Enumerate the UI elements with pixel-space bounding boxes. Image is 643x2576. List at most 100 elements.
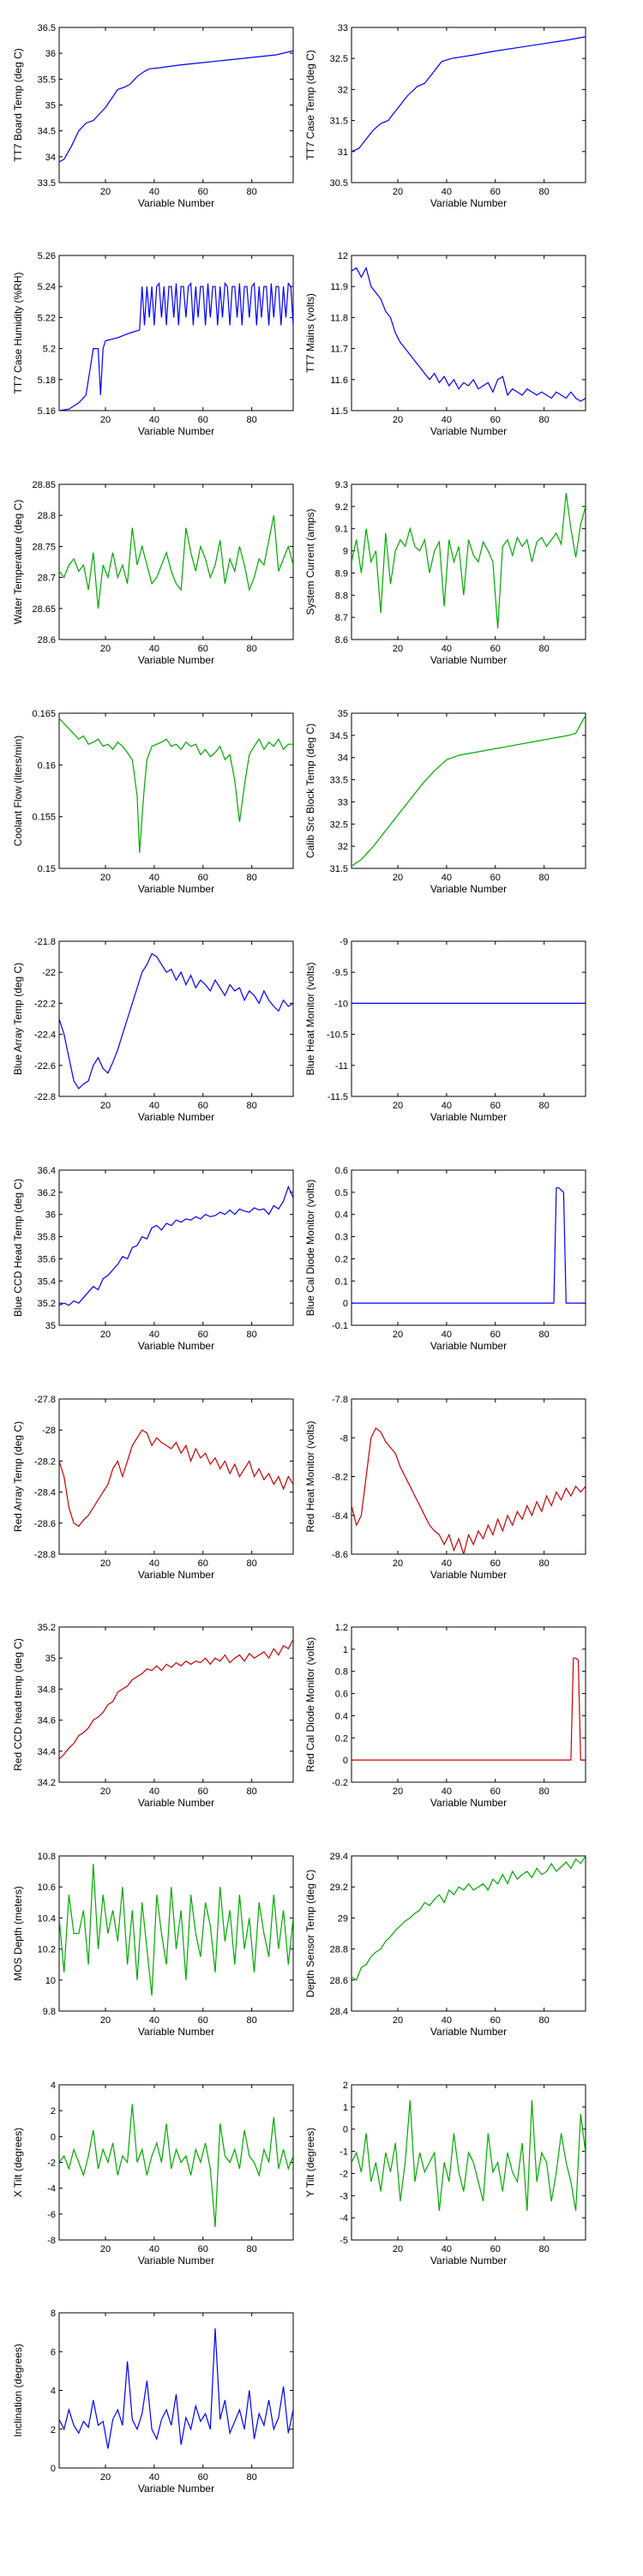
x-axis-label: Variable Number bbox=[138, 2483, 214, 2495]
chart-tt7-board-temp: 36.5 36 35.5 35 34.5 34 33.5 20 40 60 80 Variable N… bbox=[12, 23, 294, 209]
x-tick-label: 40 bbox=[442, 644, 452, 654]
x-axis-label: Variable Number bbox=[430, 2026, 507, 2038]
x-tick-label: 40 bbox=[442, 1558, 452, 1569]
y-tick-label: 28.4 bbox=[330, 2007, 348, 2017]
y-tick-label: 2 bbox=[51, 2425, 56, 2435]
y-tick-label: -5 bbox=[340, 2236, 348, 2246]
x-tick-label: 60 bbox=[490, 1786, 501, 1797]
y-tick-label: 28.8 bbox=[330, 1945, 348, 1955]
series-line bbox=[59, 952, 293, 1090]
x-tick-label: 60 bbox=[490, 873, 501, 883]
y-tick-label: 0 bbox=[343, 1299, 348, 1309]
y-axis-label: Red CCD head temp (deg C) bbox=[12, 1638, 24, 1771]
y-tick-label: 1 bbox=[343, 2103, 348, 2113]
y-tick-label: 9.8 bbox=[43, 2007, 56, 2017]
chart-red-ccd-head-temp: 35.2 35 34.8 34.6 34.4 34.2 20 40 60 80 Variable N… bbox=[12, 1623, 294, 1809]
x-tick-label: 80 bbox=[539, 2244, 550, 2255]
x-tick-label: 40 bbox=[149, 2015, 159, 2026]
y-tick-label: 31.5 bbox=[330, 864, 348, 874]
y-tick-label: 0 bbox=[343, 1756, 348, 1766]
x-tick-label: 40 bbox=[442, 1786, 452, 1797]
y-tick-label: 34 bbox=[45, 153, 56, 163]
y-tick-label: 11.5 bbox=[330, 406, 348, 417]
y-tick-label: 28.85 bbox=[32, 480, 56, 490]
y-tick-label: 31.5 bbox=[330, 117, 348, 127]
x-tick-label: 40 bbox=[149, 1786, 159, 1797]
plot-frame bbox=[58, 940, 294, 1097]
y-tick-label: 35.2 bbox=[38, 1299, 56, 1309]
x-tick-label: 20 bbox=[100, 2244, 111, 2255]
series-line bbox=[59, 515, 293, 609]
y-tick-label: 5.18 bbox=[38, 375, 56, 386]
x-tick-label: 80 bbox=[539, 187, 550, 197]
plot-frame bbox=[351, 2084, 586, 2241]
chart-tt7-case-temp: 33 32.5 32 31.5 31 30.5 20 40 60 80 Variable Numbe… bbox=[304, 23, 586, 209]
y-tick-label: 9.2 bbox=[335, 502, 348, 513]
y-tick-label: -22.2 bbox=[34, 999, 56, 1009]
y-tick-label: -6 bbox=[47, 2210, 56, 2220]
y-tick-label: 34.4 bbox=[38, 1747, 56, 1757]
x-tick-label: 80 bbox=[539, 1558, 550, 1569]
x-tick-label: 80 bbox=[247, 2015, 257, 2026]
y-tick-label: 8.6 bbox=[335, 635, 348, 646]
series-line bbox=[59, 1185, 293, 1306]
y-tick-label: 32.5 bbox=[330, 820, 348, 830]
y-tick-label: 0.155 bbox=[32, 813, 56, 823]
y-axis-label: Blue Array Temp (deg C) bbox=[12, 963, 24, 1075]
y-tick-label: 32 bbox=[338, 842, 348, 852]
plot-frame bbox=[351, 1855, 586, 2012]
series-line bbox=[59, 2328, 293, 2449]
y-tick-label: -9 bbox=[340, 937, 348, 947]
x-axis-label: Variable Number bbox=[138, 197, 214, 209]
x-tick-label: 20 bbox=[100, 1330, 111, 1340]
series-line bbox=[59, 281, 293, 411]
y-tick-label: 0.6 bbox=[335, 1690, 348, 1700]
x-axis-label: Variable Number bbox=[430, 1797, 507, 1809]
x-tick-label: 20 bbox=[100, 644, 111, 654]
x-tick-label: 20 bbox=[100, 2472, 111, 2483]
y-tick-label: -7.8 bbox=[332, 1395, 348, 1405]
y-tick-label: 10 bbox=[45, 1976, 56, 1986]
y-tick-label: 8.7 bbox=[335, 613, 348, 623]
y-tick-label: 10.4 bbox=[38, 1913, 56, 1924]
x-tick-label: 40 bbox=[442, 415, 452, 425]
y-tick-label: 11.8 bbox=[330, 313, 348, 323]
series-line bbox=[352, 1426, 586, 1554]
x-tick-label: 40 bbox=[149, 873, 159, 883]
y-tick-label: 28.6 bbox=[330, 1976, 348, 1986]
chart-blue-array-temp: -21.8 -22 -22.2 -22.4 -22.6 -22.8 20 40 60 80 Vari… bbox=[12, 937, 294, 1123]
y-tick-label: 33 bbox=[338, 797, 348, 808]
y-axis-label: TT7 Case Temp (deg C) bbox=[304, 50, 316, 160]
y-tick-label: -4 bbox=[340, 2213, 348, 2224]
y-tick-label: 34.5 bbox=[330, 731, 348, 742]
y-axis-label: TT7 Case Humidity (%RH) bbox=[12, 272, 24, 393]
y-tick-label: -0.2 bbox=[332, 1778, 348, 1788]
chart-mos-depth: 10.8 10.6 10.4 10.2 10 9.8 20 40 60 80 Variable Nu… bbox=[12, 1852, 294, 2038]
y-axis-label: TT7 Mains (volts) bbox=[304, 293, 316, 373]
x-tick-label: 80 bbox=[247, 1101, 257, 1111]
series-line bbox=[352, 36, 586, 153]
x-tick-label: 80 bbox=[539, 415, 550, 425]
chart-tt7-case-humidity: 5.26 5.24 5.22 5.2 5.18 5.16 20 40 60 80 Variable … bbox=[12, 251, 294, 437]
y-tick-label: 36.5 bbox=[38, 23, 56, 33]
x-tick-label: 40 bbox=[149, 1558, 159, 1569]
y-tick-label: 6 bbox=[51, 2347, 56, 2357]
y-axis-label: Depth Sensor Temp (deg C) bbox=[304, 1870, 316, 1997]
plot-frame bbox=[351, 27, 586, 183]
y-tick-label: 34.5 bbox=[38, 127, 56, 137]
series-line bbox=[59, 1639, 293, 1760]
x-tick-label: 20 bbox=[393, 187, 403, 197]
plot-frame bbox=[58, 483, 294, 640]
y-tick-label: 35 bbox=[45, 101, 56, 111]
y-tick-label: -11 bbox=[335, 1061, 348, 1072]
x-axis-label: Variable Number bbox=[430, 197, 507, 209]
y-tick-label: 10.8 bbox=[38, 1852, 56, 1862]
y-tick-label: 4 bbox=[51, 2387, 56, 2397]
x-tick-label: 60 bbox=[490, 415, 501, 425]
x-tick-label: 20 bbox=[393, 415, 403, 425]
x-tick-label: 80 bbox=[539, 2015, 550, 2026]
x-tick-label: 80 bbox=[247, 1558, 257, 1569]
chart-calib-src-block-temp: 35 34.5 34 33.5 33 32.5 32 31.5 20 40 60 80 Variable… bbox=[304, 709, 586, 895]
